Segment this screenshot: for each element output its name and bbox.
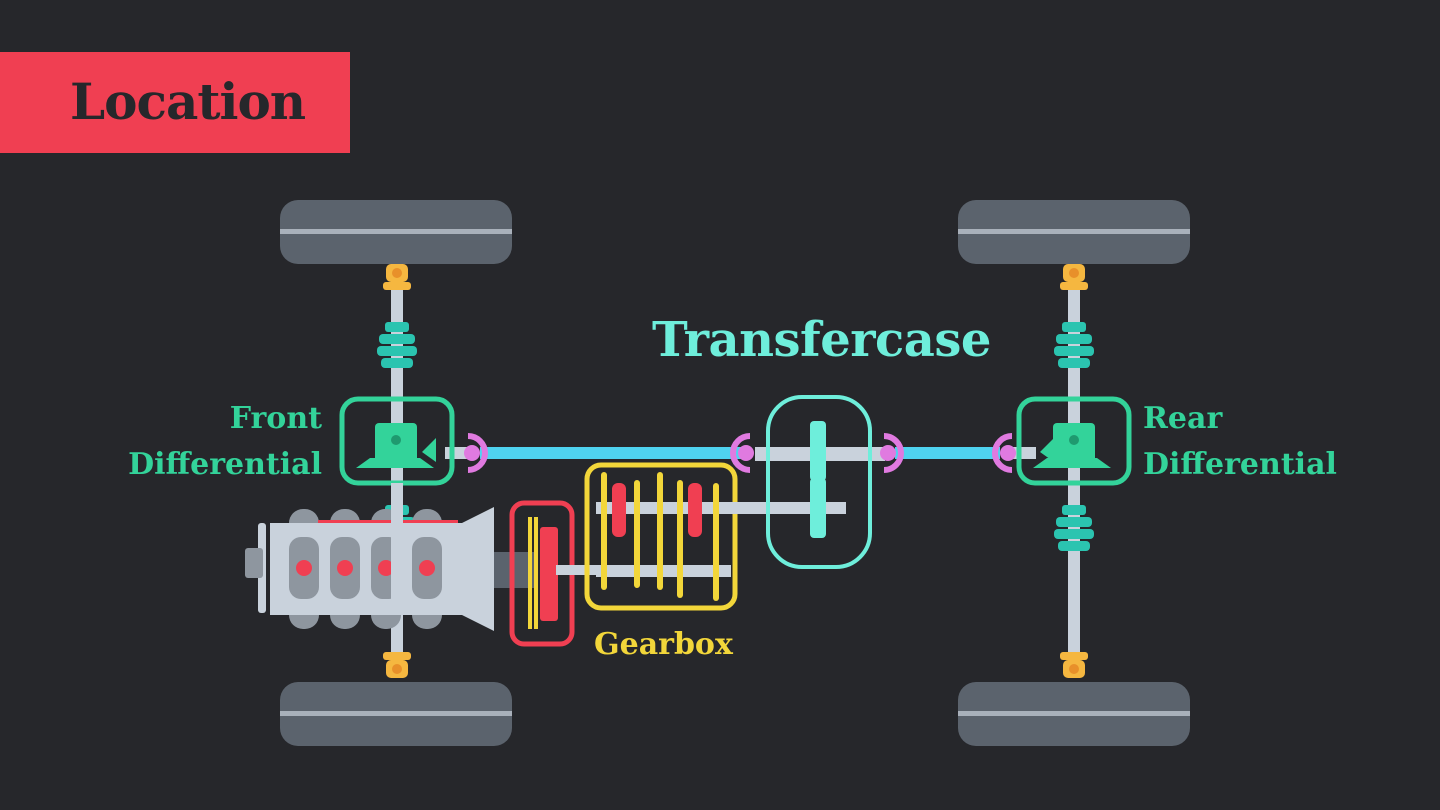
page-title: Location [70, 72, 306, 131]
tire-icon [958, 200, 1190, 264]
hub-icon [383, 264, 411, 678]
rear-differential-label: Rear Differential [1143, 396, 1337, 488]
transfercase-label: Transfercase [652, 312, 991, 368]
rear-axle [1054, 264, 1094, 678]
cv-boot-icon [1054, 322, 1094, 551]
engine-icon [245, 483, 534, 631]
front-differential-label-line2: Differential [128, 447, 322, 482]
clutch-icon [509, 500, 596, 647]
hub-icon [1060, 264, 1088, 678]
front-differential-label: Front Differential [128, 396, 322, 488]
transfercase-icon [766, 395, 872, 569]
gear-icon [584, 462, 846, 611]
tire-icon [280, 200, 512, 264]
differential-icon [1016, 396, 1132, 486]
rear-differential-label-line1: Rear [1143, 401, 1223, 436]
tire-icon [958, 682, 1190, 746]
front-differential-label-line1: Front [229, 401, 322, 436]
tire-icon [280, 682, 512, 746]
gearbox-label: Gearbox [594, 627, 733, 662]
title-banner [0, 52, 350, 153]
universal-joint-icon [467, 433, 1013, 473]
rear-differential-label-line2: Differential [1143, 447, 1337, 482]
